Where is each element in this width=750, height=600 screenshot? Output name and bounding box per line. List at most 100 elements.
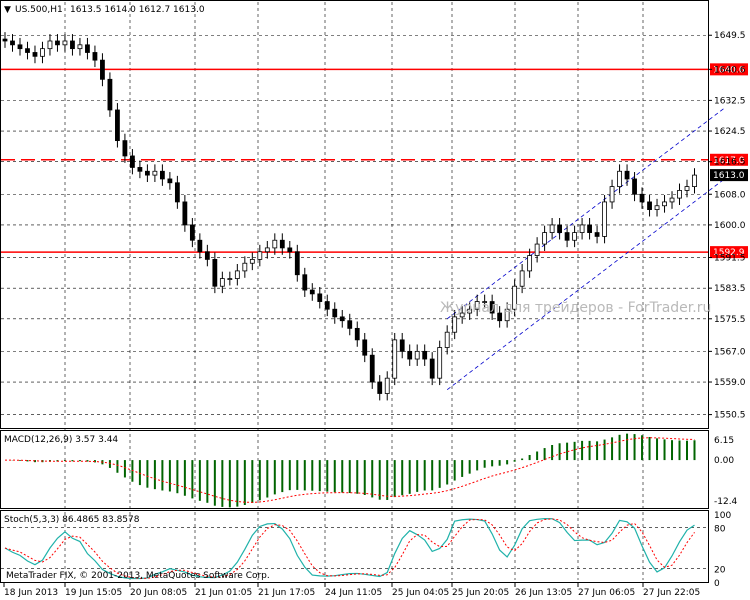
channel-upper-line	[446, 107, 725, 320]
stoch-signal-line	[4, 518, 695, 579]
time-tick-label: 25 Jun 20:05	[452, 588, 509, 598]
time-tick-label: 25 Jun 04:05	[392, 588, 449, 598]
time-tick-label: 27 Jun 06:05	[578, 588, 635, 598]
price-tick-label: 1632.5	[714, 96, 746, 106]
candle-body	[107, 78, 113, 111]
candle-body	[219, 278, 225, 287]
time-tick-label: 19 Jun 15:05	[65, 588, 122, 598]
current-price-label: 1613.0	[713, 171, 745, 181]
candle-body	[377, 381, 383, 394]
level-badge	[710, 246, 748, 259]
candle-body	[189, 224, 195, 241]
candle-body	[467, 308, 473, 314]
candle-body	[489, 301, 495, 314]
macd-label: MACD(12,26,9) 3.57 3.44	[4, 435, 118, 445]
candle-body	[47, 40, 53, 50]
level-label: 1617.0	[713, 156, 745, 166]
horizontal-levels[interactable]: 1640.6 1617.0 1592.9	[1, 63, 748, 259]
candle-body	[70, 40, 75, 50]
candle-body	[309, 289, 315, 295]
candle-body	[2, 38, 8, 42]
candle-body	[609, 186, 615, 203]
candle-body	[294, 251, 300, 276]
candle-body	[669, 197, 675, 203]
candle-body	[354, 327, 360, 341]
main-panel[interactable]	[0, 0, 709, 429]
candle-body	[594, 232, 600, 237]
candle-body	[639, 193, 645, 203]
candle-body	[77, 44, 83, 50]
candle-body	[542, 232, 548, 245]
price-tick-label: 1567.0	[714, 347, 746, 357]
candle-body	[197, 239, 203, 253]
candle-body	[557, 224, 563, 233]
candle-body	[482, 301, 488, 303]
time-tick-label: 18 Jun 2013	[4, 588, 58, 598]
candle-body	[212, 259, 218, 287]
candle-body	[264, 247, 270, 253]
time-tick-label: 27 Jun 22:05	[643, 588, 700, 598]
time-tick-label: 26 Jun 13:05	[515, 588, 572, 598]
candle-body	[339, 316, 345, 322]
candle-body	[115, 109, 120, 142]
candle-body	[302, 274, 308, 291]
price-tick-label: 1550.5	[714, 411, 746, 421]
candle-body	[399, 339, 405, 352]
candle-body	[10, 40, 15, 46]
candle-body	[272, 239, 278, 249]
candle-body	[100, 59, 105, 80]
candle-body	[692, 174, 697, 187]
candle-body	[572, 232, 577, 241]
candle-body	[347, 320, 353, 329]
candle-body	[527, 255, 533, 272]
candle-body	[564, 232, 570, 241]
copyright: MetaTrader FIX, © 2001-2013, MetaQuotes …	[6, 571, 270, 581]
candle-body	[414, 350, 420, 360]
candle-body	[25, 48, 30, 53]
candle-body	[519, 270, 525, 287]
candle-body	[632, 178, 637, 195]
price-tick-label: 1591.5	[714, 253, 746, 263]
candle-body	[452, 316, 458, 333]
candle-body	[40, 48, 45, 57]
price-axis: 1649.5 1640.6 1632.5 1624.5 1616.5 1608.0 1600…	[708, 31, 748, 421]
price-tick-label: 1600.0	[714, 221, 746, 231]
trend-channel[interactable]	[446, 107, 725, 391]
level-badge	[710, 63, 748, 76]
candle-body	[32, 52, 38, 57]
candle-body	[497, 312, 503, 322]
price-tick-label: 1640.6	[714, 65, 746, 75]
stoch-panel[interactable]	[0, 510, 709, 583]
price-tick-label: 1575.5	[714, 315, 746, 325]
grid-lines	[1, 2, 708, 580]
watermark: Журнал для трейдеров - ForTrader.ru	[440, 300, 711, 316]
price-tick-label: 1616.5	[714, 158, 746, 168]
chart-down-arrow-icon[interactable]: ▼	[4, 5, 11, 15]
candle-body	[257, 251, 263, 260]
candle-body	[684, 186, 690, 191]
candle-body	[677, 190, 682, 199]
candle-body	[587, 224, 592, 233]
candle-body	[474, 301, 480, 310]
level-badge	[710, 153, 748, 166]
candle-body	[137, 167, 143, 172]
candle-body	[204, 251, 210, 260]
price-tick-label: 1608.0	[714, 190, 746, 200]
symbol-label: US.500,H1	[15, 5, 63, 15]
time-tick-label: 20 Jun 08:05	[130, 588, 187, 598]
candle-body	[332, 308, 338, 318]
stoch-main-line	[4, 518, 695, 580]
time-tick-label: 24 Jun 11:05	[325, 588, 382, 598]
candle-body	[579, 224, 585, 233]
candle-body	[437, 347, 443, 379]
candle-body	[227, 278, 233, 280]
candle-body	[662, 201, 667, 207]
candle-body	[279, 239, 285, 249]
candle-body	[174, 182, 180, 203]
candle-body	[130, 155, 135, 168]
candle-body	[549, 224, 555, 233]
time-tick-label: 21 Jun 01:05	[195, 588, 252, 598]
candle-body	[602, 201, 607, 237]
candle-body	[242, 262, 248, 272]
